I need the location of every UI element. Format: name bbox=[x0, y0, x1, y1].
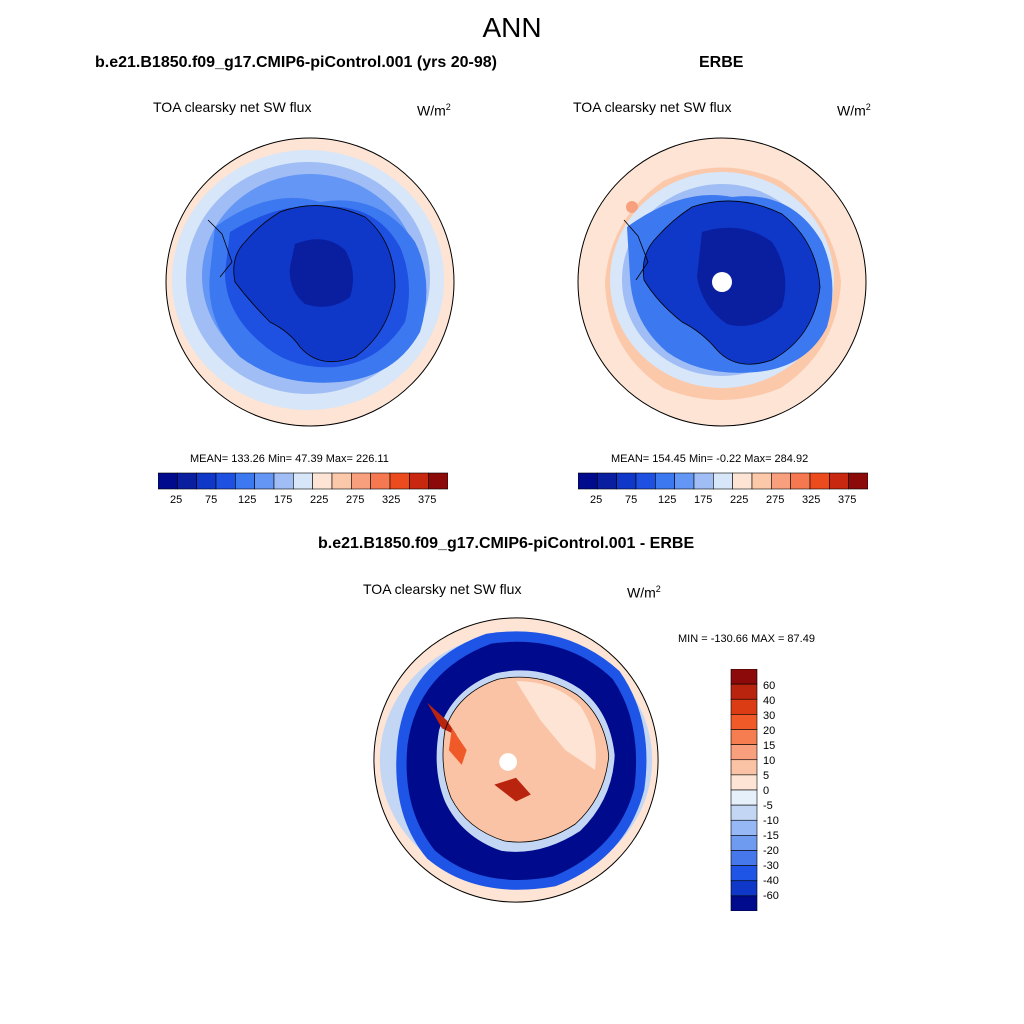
colorbar-swatch bbox=[732, 472, 753, 490]
colorbar-swatch bbox=[254, 472, 275, 490]
colorbar-swatch bbox=[848, 472, 868, 490]
panel3-tick-label: 60 bbox=[763, 680, 776, 692]
panel3-tick-label: 15 bbox=[763, 740, 776, 752]
panel1-variable-label: TOA clearsky net SW flux bbox=[153, 99, 312, 115]
panel3-units-label: W/m2 bbox=[627, 584, 661, 601]
panel3-tick-label: -15 bbox=[763, 830, 779, 842]
colorbar-swatch bbox=[730, 729, 758, 745]
panel2-title: ERBE bbox=[699, 54, 744, 71]
colorbar-swatch bbox=[790, 472, 811, 490]
colorbar-swatch bbox=[730, 774, 758, 791]
colorbar-swatch bbox=[351, 472, 371, 490]
panel3-tick-label: -60 bbox=[763, 890, 779, 902]
colorbar-swatch bbox=[597, 472, 617, 490]
panel1-tick-label: 25 bbox=[170, 494, 183, 506]
panel2-stats: MEAN= 154.45 Min= -0.22 Max= 284.92 bbox=[611, 453, 809, 465]
panel2-tick-label: 25 bbox=[590, 494, 603, 506]
colorbar-swatch bbox=[730, 819, 758, 836]
panel3-stats: MIN = -130.66 MAX = 87.49 bbox=[678, 633, 815, 645]
panel3-tick-label: 10 bbox=[763, 755, 776, 767]
colorbar-swatch bbox=[578, 472, 598, 490]
panel3-tick-label: 40 bbox=[763, 695, 776, 707]
main-title: ANN bbox=[482, 12, 542, 43]
colorbar-swatch bbox=[389, 472, 410, 490]
panel2-tick-label: 375 bbox=[838, 494, 857, 506]
panel1-stats: MEAN= 133.26 Min= 47.39 Max= 226.11 bbox=[190, 453, 389, 465]
colorbar-swatch bbox=[730, 804, 758, 821]
colorbar-swatch bbox=[730, 759, 758, 776]
panel2-colorbar bbox=[578, 472, 868, 490]
panel1-tick-label: 375 bbox=[418, 494, 437, 506]
colorbar-swatch bbox=[771, 472, 791, 490]
panel1-tick-label: 125 bbox=[238, 494, 257, 506]
panel2-units-label: W/m2 bbox=[837, 102, 871, 119]
colorbar-swatch bbox=[730, 789, 758, 806]
colorbar-swatch bbox=[730, 895, 758, 911]
panel3-variable-label: TOA clearsky net SW flux bbox=[363, 581, 522, 597]
colorbar-swatch bbox=[809, 472, 830, 490]
panel1-colorbar bbox=[158, 472, 448, 490]
panel2-polar-map bbox=[577, 137, 867, 427]
panel3-tick-label: -40 bbox=[763, 875, 779, 887]
panel3-tick-label: -10 bbox=[763, 815, 779, 827]
panel3-tick-label: 20 bbox=[763, 725, 776, 737]
colorbar-swatch bbox=[370, 472, 391, 490]
colorbar-swatch bbox=[158, 472, 178, 490]
colorbar-swatch bbox=[730, 744, 758, 761]
colorbar-swatch bbox=[428, 472, 448, 490]
colorbar-swatch bbox=[235, 472, 255, 490]
panel2-tick-label: 125 bbox=[658, 494, 677, 506]
panel3-colorbar bbox=[730, 669, 758, 911]
colorbar-swatch bbox=[674, 472, 695, 490]
colorbar-swatch bbox=[730, 698, 758, 715]
colorbar-swatch bbox=[730, 850, 758, 866]
colorbar-swatch bbox=[196, 472, 217, 490]
colorbar-swatch bbox=[409, 472, 429, 490]
panel2-tick-label: 225 bbox=[730, 494, 749, 506]
panel1-title: b.e21.B1850.f09_g17.CMIP6-piControl.001 … bbox=[95, 54, 497, 71]
panel3-tick-label: -20 bbox=[763, 845, 779, 857]
panel2-tick-label: 75 bbox=[625, 494, 638, 506]
colorbar-swatch bbox=[635, 472, 656, 490]
panel3-title: b.e21.B1850.f09_g17.CMIP6-piControl.001 … bbox=[318, 535, 695, 552]
panel1-tick-label: 175 bbox=[274, 494, 293, 506]
colorbar-swatch bbox=[730, 683, 758, 700]
panel1-tick-label: 75 bbox=[205, 494, 218, 506]
colorbar-swatch bbox=[713, 472, 733, 490]
panel1-units-label: W/m2 bbox=[417, 102, 451, 119]
panel1-polar-map bbox=[165, 137, 455, 427]
panel2-tick-label: 325 bbox=[802, 494, 821, 506]
colorbar-swatch bbox=[730, 669, 758, 685]
panel1-tick-label: 325 bbox=[382, 494, 401, 506]
colorbar-swatch bbox=[312, 472, 333, 490]
panel2-variable-label: TOA clearsky net SW flux bbox=[573, 99, 732, 115]
colorbar-swatch bbox=[730, 835, 758, 851]
panel3-tick-label: 30 bbox=[763, 710, 776, 722]
colorbar-swatch bbox=[730, 714, 758, 730]
colorbar-swatch bbox=[829, 472, 849, 490]
colorbar-swatch bbox=[273, 472, 294, 490]
colorbar-swatch bbox=[177, 472, 197, 490]
panel3-tick-label: -30 bbox=[763, 860, 779, 872]
panel3-tick-label: 5 bbox=[763, 770, 770, 782]
panel3-polar-map bbox=[373, 617, 659, 903]
colorbar-swatch bbox=[293, 472, 313, 490]
colorbar-swatch bbox=[730, 865, 758, 882]
colorbar-swatch bbox=[693, 472, 714, 490]
colorbar-swatch bbox=[215, 472, 236, 490]
panel1-tick-label: 275 bbox=[346, 494, 365, 506]
colorbar-swatch bbox=[730, 880, 758, 897]
panel3-tick-label: 0 bbox=[763, 785, 770, 797]
panel3-tick-label: -5 bbox=[763, 800, 773, 812]
panel2-tick-label: 175 bbox=[694, 494, 713, 506]
colorbar-swatch bbox=[616, 472, 637, 490]
colorbar-swatch bbox=[331, 472, 352, 490]
colorbar-swatch bbox=[655, 472, 675, 490]
panel1-tick-label: 225 bbox=[310, 494, 329, 506]
panel2-tick-label: 275 bbox=[766, 494, 785, 506]
colorbar-swatch bbox=[751, 472, 772, 490]
